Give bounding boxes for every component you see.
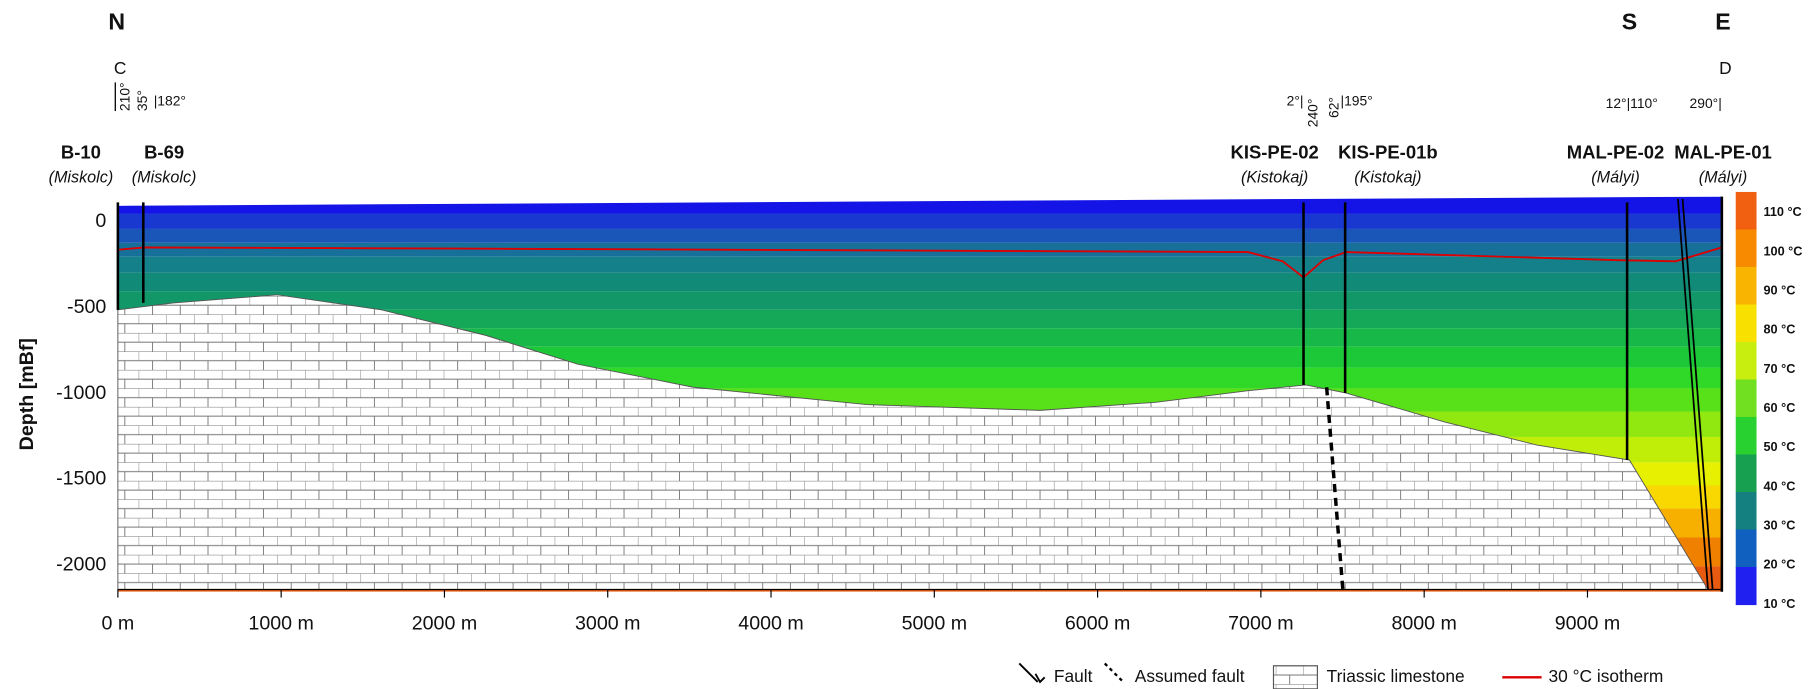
well-name: MAL-PE-01 [1674,142,1771,163]
colorbar-label: 10 °C [1763,596,1795,611]
temperature-band [117,272,1722,292]
temperature-band [117,196,1722,214]
x-tick-label: 3000 m [575,612,640,634]
colorbar-segment [1735,379,1757,418]
azimuth: 62° [1325,97,1341,118]
limestone [117,294,1709,590]
x-tick-label: 6000 m [1065,612,1130,634]
section-end: D [1719,58,1732,78]
colorbar-segment [1735,454,1757,493]
faults [1324,198,1714,590]
azimuth: |182° [154,92,186,108]
well-location: (Mályi) [1591,168,1639,186]
azimuth: |195° [1341,92,1373,108]
colorbar-segment [1735,266,1757,306]
colorbar-segment [1735,341,1757,381]
x-tick-label: 5000 m [902,612,967,634]
well-lines [116,196,1724,592]
x-tick-label: 4000 m [738,612,803,634]
legend-limestone: Triassic limestone [1327,666,1465,686]
north: N [108,8,125,34]
temperature-band [117,256,1722,273]
x-tick-label: 2000 m [412,612,477,634]
azimuth: 2°| [1287,92,1304,108]
well-name: MAL-PE-02 [1567,142,1664,163]
azimuth: 240° [1305,99,1321,128]
y-tick-label: 0 [95,210,106,232]
colorbar-segment [1735,491,1757,531]
temperature-band [117,213,1722,229]
colorbar-segment [1735,567,1757,606]
colorbar-segment [1735,416,1757,456]
colorbar-label: 30 °C [1763,518,1795,533]
colorbar-label: 40 °C [1763,478,1795,493]
colorbar-label: 110 °C [1763,204,1801,219]
azimuth: 12°|110° [1606,95,1658,111]
temperature-band [117,228,1722,243]
x-tick-label: 9000 m [1555,612,1620,634]
x-tick-label: 1000 m [248,612,313,634]
well-name: KIS-PE-01b [1338,142,1438,163]
colorbar-segment [1735,191,1757,231]
well-location: (Kistokaj) [1354,168,1421,186]
section-start: C [114,58,127,78]
temperature-band [117,309,1722,329]
south: S [1622,8,1637,34]
azimuth: 290°| [1690,95,1722,111]
colorbar: 110 °C 100 °C 90 °C 80 °C 70 °C 60 °C 50 °C 40 … [1735,191,1802,611]
y-tick-label: -1000 [56,382,106,404]
colorbar-label: 100 °C [1763,243,1802,258]
legend-isotherm: 30 °C isotherm [1549,666,1664,686]
y-axis-label: Depth [mBf] [16,338,38,450]
colorbar-label: 50 °C [1763,439,1795,454]
colorbar-segment [1735,304,1757,343]
well-name: B-10 [61,142,101,163]
x-tick-label: 0 m [102,612,135,634]
east: E [1715,8,1730,34]
well-location: (Mályi) [1699,168,1747,186]
colorbar-segment [1735,529,1757,568]
well-location: (Miskolc) [49,168,114,186]
colorbar-label: 60 °C [1763,400,1795,415]
legend-fault: Fault [1054,666,1093,686]
well-location: (Miskolc) [132,168,197,186]
well-location: (Kistokaj) [1241,168,1308,186]
well-name: B-69 [144,142,184,163]
colorbar-label: 20 °C [1763,557,1795,572]
y-tick-label: -500 [67,296,106,318]
temperature-band [117,328,1722,347]
temperature-band [117,291,1722,310]
well-name: KIS-PE-02 [1230,142,1318,163]
legend: Fault Assumed fault Triassic limestone 3… [1018,662,1664,689]
azimuth: 35° [134,90,150,111]
colorbar-label: 80 °C [1763,322,1795,337]
y-tick-label: -2000 [56,553,106,575]
colorbar-segment [1735,229,1757,268]
colorbar-label: 90 °C [1763,282,1795,297]
legend-assumed-fault: Assumed fault [1135,666,1245,686]
x-tick-label: 7000 m [1228,612,1293,634]
x-tick-label: 8000 m [1391,612,1456,634]
colorbar-label: 70 °C [1763,361,1795,376]
azimuth: 210° [117,82,133,111]
y-tick-label: -1500 [56,468,106,490]
